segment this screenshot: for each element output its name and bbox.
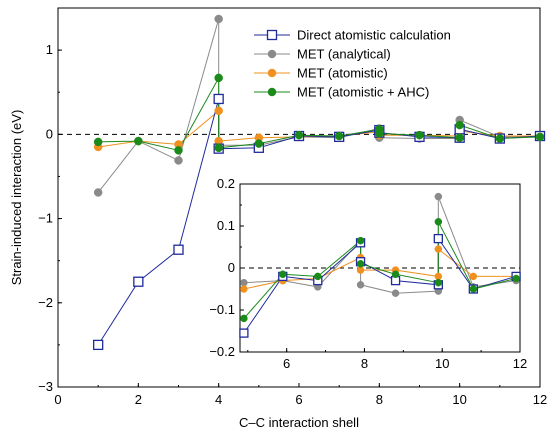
- inset-x-tick-label: 6: [283, 356, 290, 371]
- legend: Direct atomistic calculation MET (analyti…: [254, 28, 451, 100]
- main-y-tick-label: −1: [38, 211, 53, 226]
- main-x-tick-label: 0: [54, 392, 61, 407]
- main-y-tick-label: −3: [38, 379, 53, 394]
- main-x-tick-label: 10: [452, 392, 466, 407]
- inset-plot: 6 8 10 12 −0.2 −0.1 0 0.1 0.2: [209, 176, 527, 371]
- main-x-tick-label: 4: [215, 392, 222, 407]
- inset-data-point: [469, 285, 478, 293]
- main-data-point: [134, 136, 143, 146]
- legend-label: MET (atomistic + AHC): [297, 85, 429, 100]
- main-data-point: [334, 131, 344, 141]
- inset-y-tick-label: 0: [228, 260, 235, 275]
- main-data-point: [535, 132, 545, 142]
- inset-data-point: [434, 192, 443, 201]
- main-data-point: [415, 130, 424, 140]
- y-axis-label: Strain-induced interaction (eV): [9, 110, 24, 286]
- main-data-point: [214, 106, 223, 116]
- main-data-point: [455, 133, 464, 142]
- inset-data-point: [433, 233, 443, 244]
- main-data-point: [214, 73, 223, 83]
- inset-series-line: [243, 221, 517, 319]
- main-x-tick-label: 8: [376, 392, 383, 407]
- main-x-tick-label: 2: [135, 392, 142, 407]
- legend-label: Direct atomistic calculation: [297, 28, 451, 43]
- inset-data-point: [240, 278, 248, 287]
- main-x-tick-label: 6: [295, 392, 302, 407]
- legend-label: MET (atomistic): [297, 66, 388, 81]
- inset-series-line: [243, 248, 517, 290]
- main-y-tick-label: −2: [38, 295, 53, 310]
- legend-label: MET (analytical): [297, 47, 391, 62]
- inset-y-tick-label: −0.1: [209, 302, 235, 317]
- main-data-point: [174, 146, 183, 155]
- inset-y-tick-label: −0.2: [209, 344, 235, 359]
- legend-marker: [267, 87, 277, 97]
- inset-data-point: [469, 272, 478, 281]
- inset-data-point: [356, 260, 365, 268]
- inset-data-point: [240, 285, 248, 293]
- inset-data-point: [434, 278, 443, 287]
- inset-series-line: [243, 196, 517, 294]
- main-data-point: [495, 134, 505, 143]
- main-data-point: [455, 120, 464, 130]
- main-data-point: [375, 129, 384, 138]
- legend-marker: [266, 29, 278, 41]
- inset-data-point: [434, 272, 443, 281]
- inset-data-point: [314, 272, 322, 281]
- inset-data-point: [356, 281, 365, 289]
- inset-series-line: [243, 237, 517, 334]
- main-data-point: [214, 143, 223, 153]
- inset-data-point: [434, 218, 443, 226]
- main-data-point: [133, 276, 144, 287]
- main-x-tick-label: 12: [533, 392, 547, 407]
- legend-marker: [267, 68, 277, 78]
- inset-y-tick-label: 0.1: [217, 218, 235, 233]
- inset-data-point: [240, 314, 248, 323]
- inset-x-tick-label: 10: [435, 356, 449, 371]
- inset-data-point: [239, 328, 249, 338]
- inset-data-point: [391, 270, 400, 279]
- inset-data-point: [512, 274, 520, 283]
- main-data-point: [213, 93, 224, 105]
- inset-data-point: [356, 236, 365, 245]
- legend-marker: [267, 49, 277, 59]
- main-data-point: [173, 244, 184, 255]
- inset-data-point: [391, 289, 400, 297]
- inset-data-point: [434, 245, 443, 253]
- x-axis-label: C–C interaction shell: [239, 415, 359, 430]
- main-data-point: [294, 130, 304, 140]
- main-data-point: [93, 339, 104, 351]
- inset-data-point: [356, 266, 365, 274]
- main-y-tick-label: 1: [46, 42, 53, 57]
- main-data-point: [214, 14, 223, 24]
- main-y-tick-label: 0: [46, 126, 53, 141]
- main-data-point: [93, 188, 103, 197]
- main-data-point: [174, 156, 183, 165]
- main-data-point: [93, 137, 103, 147]
- inset-x-tick-label: 8: [361, 356, 368, 371]
- inset-data-point: [279, 270, 287, 279]
- inset-x-tick-label: 12: [513, 356, 527, 371]
- inset-y-tick-label: 0.2: [217, 176, 235, 191]
- main-data-point: [254, 139, 264, 148]
